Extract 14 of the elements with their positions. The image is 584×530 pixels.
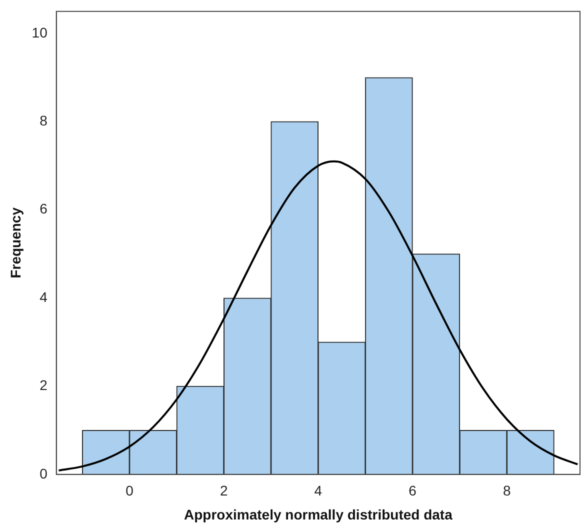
y-tick-label: 8 [40,112,48,128]
y-tick-label: 6 [40,200,48,217]
x-tick-label: 0 [126,482,134,499]
x-tick-label: 4 [314,482,322,499]
y-tick-label: 4 [40,288,48,305]
x-tick-label: 8 [502,482,511,499]
line-series [58,160,579,472]
y-tick-label: 2 [40,377,48,394]
x-tick-label: 2 [220,482,228,499]
x-tick-label: 6 [408,482,417,499]
x-axis-title: Approximately normally distributed data [184,506,453,522]
y-tick-label: 0 [40,465,48,482]
y-tick-label: 10 [32,24,48,40]
y-axis-title: Frequency [7,207,24,278]
